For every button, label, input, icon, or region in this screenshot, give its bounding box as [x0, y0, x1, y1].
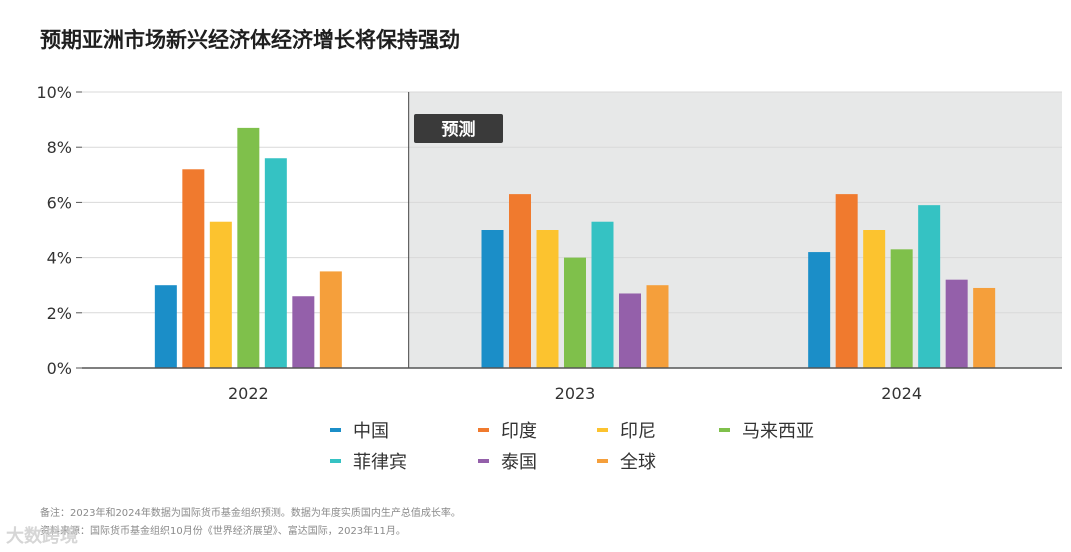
legend-swatch	[478, 428, 489, 432]
legend-item: 印尼	[597, 417, 656, 443]
bar	[564, 257, 586, 368]
forecast-badge-background	[414, 114, 503, 143]
bar	[264, 158, 287, 368]
bar	[154, 285, 177, 368]
bar	[835, 194, 858, 368]
legend-label: 中国	[353, 421, 389, 442]
legend-swatch	[719, 428, 730, 432]
legend-label: 印度	[501, 421, 537, 442]
y-axis-ticks: 0% 2% 4% 6% 8% 10%	[36, 83, 82, 378]
y-tick-label: 0%	[47, 359, 72, 378]
x-axis-labels: 2022 2023 2024	[228, 384, 922, 403]
chart-title: 预期亚洲市场新兴经济体经济增长将保持强劲	[40, 28, 460, 52]
x-tick-label: 2023	[555, 384, 596, 403]
footnote-remark: 备注：2023年和2024年数据为国际货币基金组织预测。数据为年度实质国内生产总…	[40, 508, 461, 519]
legend-item: 中国	[330, 417, 389, 443]
y-tick-label: 4%	[47, 249, 72, 268]
bar	[209, 221, 232, 368]
bar	[481, 230, 504, 368]
legend-label: 菲律宾	[353, 452, 407, 473]
forecast-badge: 预测	[414, 114, 503, 143]
bar	[182, 169, 205, 368]
footnote-source: 资料来源：国际货币基金组织10月份《世界经济展望》、富达国际，2023年11月。	[40, 526, 406, 537]
y-tick-label: 6%	[47, 193, 72, 212]
legend-label: 印尼	[620, 421, 656, 442]
watermark: 大数跨境	[6, 526, 78, 547]
bar	[945, 279, 968, 368]
legend-item: 印度	[478, 417, 537, 443]
legend-swatch	[478, 459, 489, 463]
legend-label: 全球	[620, 452, 656, 473]
x-tick-label: 2024	[881, 384, 922, 403]
legend-item: 菲律宾	[330, 448, 407, 474]
bar	[918, 205, 941, 368]
legend-item: 泰国	[478, 448, 537, 474]
bar	[237, 127, 260, 368]
legend-label: 泰国	[501, 452, 537, 473]
legend-item: 全球	[597, 448, 656, 474]
bar	[292, 296, 315, 368]
forecast-badge-label: 预测	[442, 119, 476, 140]
bar	[319, 271, 342, 368]
bar	[863, 230, 886, 368]
legend-swatch	[597, 428, 608, 432]
legend-item: 马来西亚	[719, 417, 814, 443]
legend-swatch	[330, 459, 341, 463]
bar	[973, 287, 996, 368]
bar	[808, 252, 831, 368]
y-tick-label: 8%	[47, 138, 72, 157]
legend-swatch	[597, 459, 608, 463]
x-tick-label: 2022	[228, 384, 269, 403]
bar	[890, 249, 913, 368]
y-tick-label: 10%	[36, 83, 72, 102]
legend-swatch	[330, 428, 341, 432]
bar	[646, 285, 669, 368]
bar	[591, 221, 614, 368]
bar	[536, 230, 559, 368]
y-tick-label: 2%	[47, 304, 72, 323]
bar	[509, 194, 531, 368]
legend-label: 马来西亚	[742, 421, 814, 442]
bars	[154, 127, 996, 368]
bar	[619, 293, 641, 368]
